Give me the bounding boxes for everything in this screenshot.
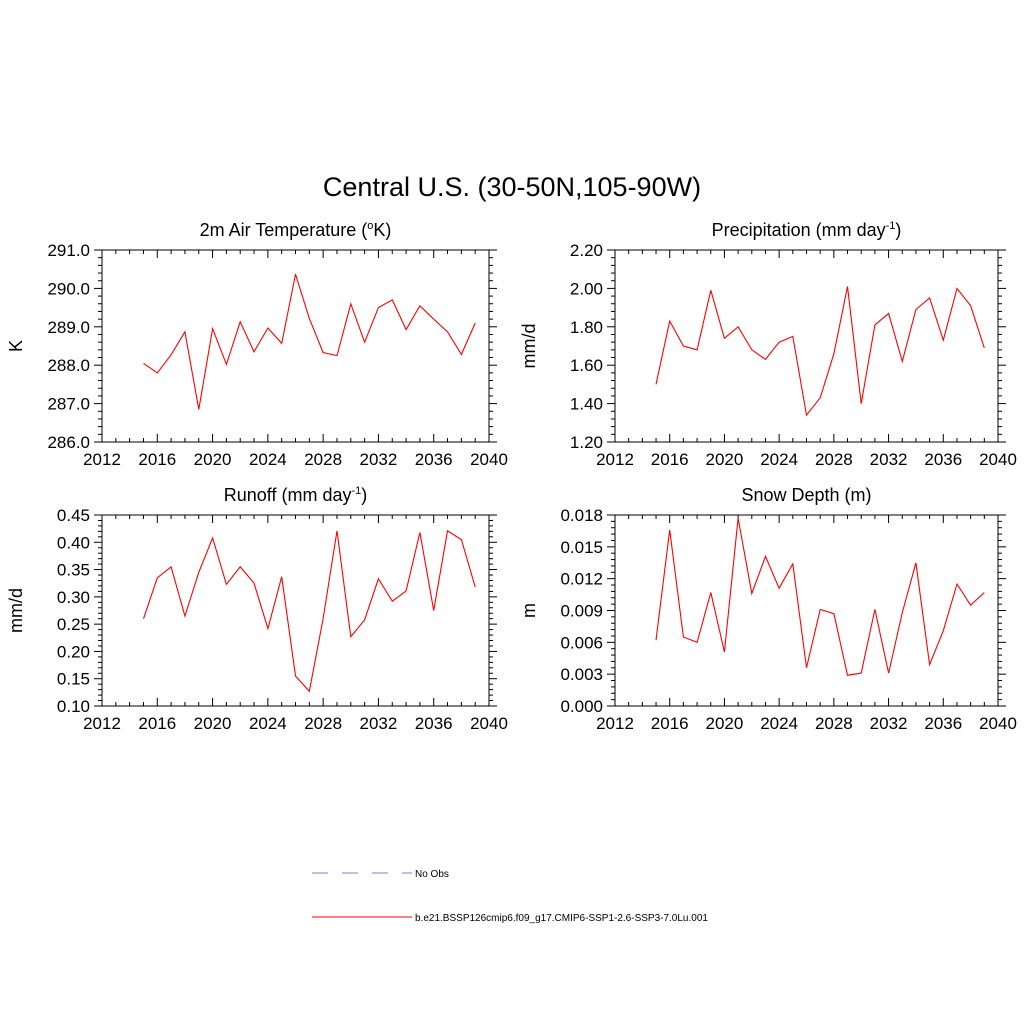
panel-title: 2m Air Temperature (oK) <box>200 220 392 240</box>
panel-title-superscript: -1 <box>351 485 361 497</box>
x-tick-label: 2040 <box>470 714 508 733</box>
x-tick-label: 2016 <box>651 450 689 469</box>
x-tick-label: 2036 <box>924 714 962 733</box>
y-tick-label: 0.25 <box>57 615 90 634</box>
panel-title-superscript: -1 <box>886 220 896 232</box>
panel-title-tail: ) <box>895 220 901 240</box>
legend: No Obs b.e21.BSSP126cmip6.f09_g17.CMIP6-… <box>312 869 708 924</box>
panel-title-main: 2m Air Temperature ( <box>200 220 368 240</box>
x-tick-label: 2028 <box>815 714 853 733</box>
y-tick-label: 0.009 <box>560 602 603 621</box>
series-line <box>143 274 476 410</box>
x-tick-label: 2016 <box>138 450 176 469</box>
y-tick-label: 0.45 <box>57 506 90 525</box>
x-tick-label: 2024 <box>249 450 287 469</box>
x-tick-label: 2040 <box>979 450 1017 469</box>
x-tick-label: 2012 <box>596 450 634 469</box>
plot-frame <box>101 514 490 707</box>
chart-panel-1: 2m Air Temperature (oK) K 2012 2016 2020 2024… <box>6 220 508 469</box>
y-tick-label: 0.15 <box>57 670 90 689</box>
x-tick-label: 2020 <box>706 714 744 733</box>
series-line <box>655 518 985 676</box>
y-axis-label: mm/d <box>6 588 26 633</box>
y-tick-label: 0.015 <box>560 538 603 557</box>
x-tick-label: 2036 <box>415 450 453 469</box>
panel-title-main: Precipitation (mm day <box>712 220 886 240</box>
chart-panels: 2m Air Temperature (oK) K 2012 2016 2020 2024… <box>6 220 1017 733</box>
x-tick-label: 2040 <box>470 450 508 469</box>
y-axis-label: K <box>6 340 26 352</box>
panel-title-tail: ) <box>361 485 367 505</box>
x-tick-label: 2032 <box>360 450 398 469</box>
y-tick-label: 2.20 <box>570 241 603 260</box>
chart-panel-3: Runoff (mm day-1) mm/d 2012 2016 2020 2024 202… <box>6 485 508 733</box>
x-tick-label: 2020 <box>194 714 232 733</box>
x-tick-label: 2028 <box>815 450 853 469</box>
panel-title: Snow Depth (m) <box>741 485 871 505</box>
x-tick-label: 2012 <box>596 714 634 733</box>
y-tick-label: 2.00 <box>570 279 603 298</box>
x-tick-label: 2016 <box>138 714 176 733</box>
legend-label-model: b.e21.BSSP126cmip6.f09_g17.CMIP6-SSP1-2.… <box>415 913 708 924</box>
y-tick-label: 0.006 <box>560 633 603 652</box>
x-tick-label: 2024 <box>760 450 798 469</box>
x-tick-label: 2012 <box>83 450 121 469</box>
y-tick-label: 288.0 <box>47 356 90 375</box>
panel-title-main: Runoff (mm day <box>224 485 352 505</box>
x-tick-label: 2032 <box>870 450 908 469</box>
y-tick-label: 0.35 <box>57 561 90 580</box>
panel-title-tail: K) <box>373 220 391 240</box>
panel-title-main: Snow Depth (m) <box>741 485 871 505</box>
x-tick-label: 2016 <box>651 714 689 733</box>
y-tick-label: 291.0 <box>47 241 90 260</box>
y-tick-label: 1.80 <box>570 318 603 337</box>
y-tick-label: 289.0 <box>47 318 90 337</box>
y-tick-label: 0.012 <box>560 570 603 589</box>
x-tick-label: 2020 <box>194 450 232 469</box>
y-tick-label: 286.0 <box>47 433 90 452</box>
y-tick-label: 0.30 <box>57 588 90 607</box>
plot-frame <box>101 249 490 443</box>
y-tick-label: 0.003 <box>560 665 603 684</box>
x-tick-label: 2036 <box>415 714 453 733</box>
y-axis-label: m <box>519 603 539 618</box>
y-tick-label: 290.0 <box>47 279 90 298</box>
x-tick-label: 2036 <box>924 450 962 469</box>
y-tick-label: 0.40 <box>57 533 90 552</box>
x-tick-label: 2012 <box>83 714 121 733</box>
x-tick-label: 2028 <box>304 714 342 733</box>
y-tick-label: 287.0 <box>47 395 90 414</box>
x-tick-label: 2028 <box>304 450 342 469</box>
x-tick-label: 2024 <box>249 714 287 733</box>
y-tick-label: 0.018 <box>560 506 603 525</box>
plot-frame <box>614 514 999 707</box>
x-tick-label: 2020 <box>706 450 744 469</box>
y-tick-label: 0.000 <box>560 697 603 716</box>
legend-label-no-obs: No Obs <box>415 869 449 880</box>
y-tick-label: 1.60 <box>570 356 603 375</box>
panel-title: Precipitation (mm day-1) <box>712 220 902 240</box>
figure-title: Central U.S. (30-50N,105-90W) <box>323 172 701 202</box>
x-tick-label: 2040 <box>979 714 1017 733</box>
x-tick-label: 2032 <box>360 714 398 733</box>
panel-title-superscript: o <box>367 220 373 232</box>
chart-panel-2: Precipitation (mm day-1) mm/d 2012 2016 2020… <box>519 220 1017 469</box>
panel-title: Runoff (mm day-1) <box>224 485 368 505</box>
series-line <box>142 529 476 693</box>
y-tick-label: 0.10 <box>57 697 90 716</box>
x-tick-label: 2032 <box>870 714 908 733</box>
chart-panel-4: Snow Depth (m) m 2012 2016 2020 2024 2028 2032 2… <box>519 485 1017 733</box>
series-line <box>655 286 985 417</box>
y-tick-label: 1.20 <box>570 433 603 452</box>
y-axis-label: mm/d <box>519 324 539 369</box>
y-tick-label: 0.20 <box>57 642 90 661</box>
y-tick-label: 1.40 <box>570 395 603 414</box>
x-tick-label: 2024 <box>760 714 798 733</box>
